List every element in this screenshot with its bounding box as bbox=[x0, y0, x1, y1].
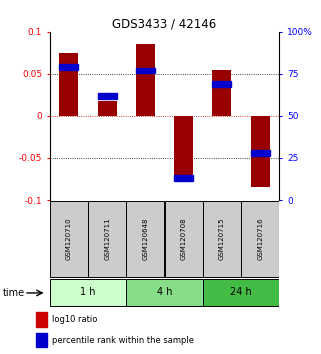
Text: log10 ratio: log10 ratio bbox=[52, 315, 98, 324]
Bar bbox=[212, 70, 231, 116]
Bar bbox=[59, 53, 78, 116]
Text: percentile rank within the sample: percentile rank within the sample bbox=[52, 336, 194, 345]
Text: 24 h: 24 h bbox=[230, 287, 252, 297]
FancyBboxPatch shape bbox=[126, 279, 203, 307]
FancyBboxPatch shape bbox=[165, 201, 203, 277]
Bar bbox=[98, 101, 117, 116]
FancyBboxPatch shape bbox=[88, 201, 126, 277]
Bar bbox=[174, 175, 193, 181]
Text: GSM120708: GSM120708 bbox=[181, 218, 187, 260]
FancyBboxPatch shape bbox=[203, 201, 241, 277]
FancyBboxPatch shape bbox=[241, 201, 279, 277]
Text: 1 h: 1 h bbox=[80, 287, 96, 297]
Text: GSM120711: GSM120711 bbox=[104, 218, 110, 260]
FancyBboxPatch shape bbox=[50, 279, 126, 307]
Bar bbox=[36, 312, 47, 327]
Bar bbox=[59, 64, 78, 70]
Bar bbox=[98, 93, 117, 99]
Bar bbox=[36, 333, 47, 348]
Bar bbox=[251, 150, 270, 156]
Bar bbox=[174, 116, 193, 177]
Text: GSM120715: GSM120715 bbox=[219, 218, 225, 260]
FancyBboxPatch shape bbox=[126, 201, 164, 277]
FancyBboxPatch shape bbox=[50, 201, 88, 277]
Text: time: time bbox=[3, 288, 25, 298]
Text: GSM120716: GSM120716 bbox=[257, 218, 263, 260]
Bar bbox=[212, 81, 231, 87]
Text: 4 h: 4 h bbox=[157, 287, 172, 297]
Bar bbox=[136, 45, 155, 116]
Bar bbox=[136, 68, 155, 74]
Text: GSM120710: GSM120710 bbox=[66, 218, 72, 260]
Title: GDS3433 / 42146: GDS3433 / 42146 bbox=[112, 18, 217, 31]
Text: GSM120648: GSM120648 bbox=[143, 218, 148, 260]
Bar bbox=[251, 116, 270, 187]
FancyBboxPatch shape bbox=[203, 279, 279, 307]
